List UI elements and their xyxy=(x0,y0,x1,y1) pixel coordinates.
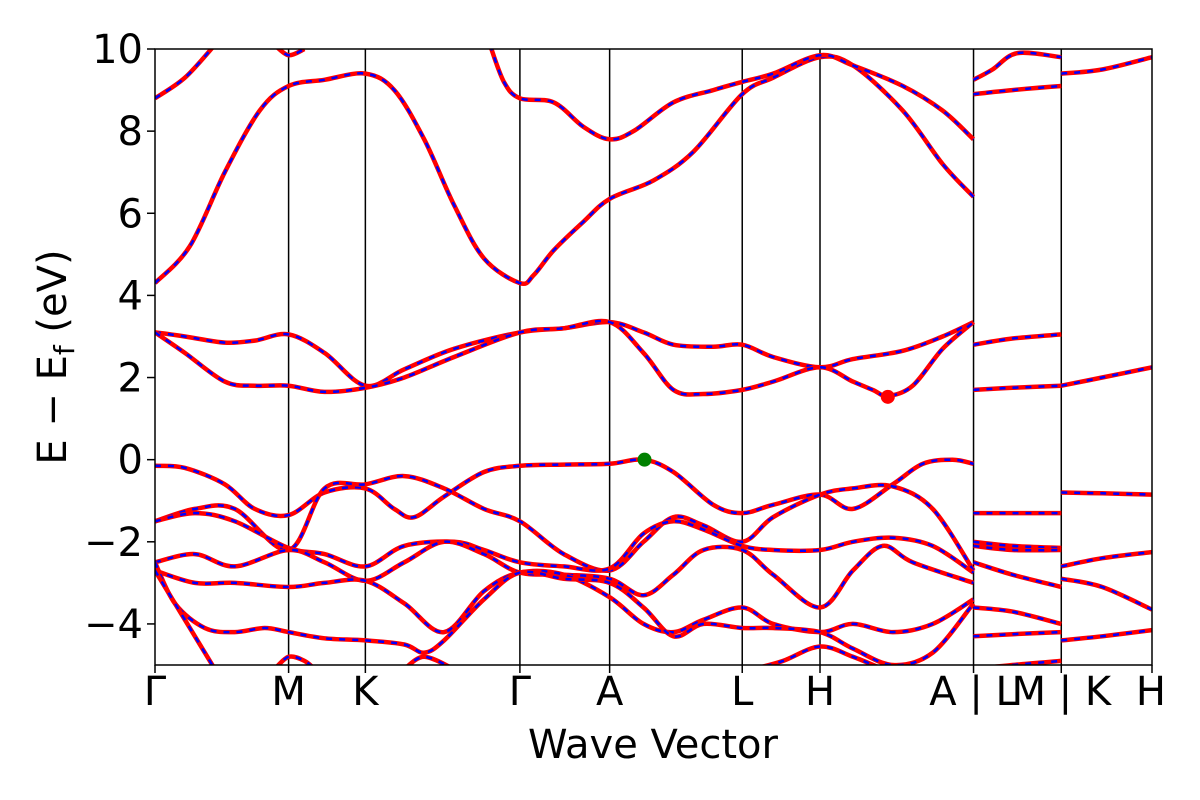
band-1 xyxy=(155,49,215,101)
y-tick-label: 4 xyxy=(118,273,143,319)
band-26 xyxy=(973,605,1062,627)
band-31 xyxy=(1060,576,1152,612)
band-32-overlay xyxy=(1061,628,1152,642)
plot-frame xyxy=(154,48,1153,666)
x-axis-label: Wave Vector xyxy=(528,722,779,768)
x-tick-label: H xyxy=(805,669,835,715)
band-12-overlay xyxy=(155,458,974,519)
cbm-marker xyxy=(880,389,895,404)
band-4 xyxy=(972,50,1062,82)
band-6-overlay xyxy=(1061,55,1152,75)
y-tick-label: 2 xyxy=(118,356,143,402)
band-19-overlay xyxy=(276,655,313,665)
band-9-overlay xyxy=(973,333,1062,346)
x-tick-label: Γ xyxy=(144,669,167,715)
band-10 xyxy=(973,383,1062,393)
kpoint-separators xyxy=(287,49,1063,665)
y-axis-label-unit: (eV) xyxy=(30,249,76,345)
x-tick-label: M | K xyxy=(1011,669,1112,715)
band-28 xyxy=(990,658,1062,665)
y-tick-label: −2 xyxy=(84,520,143,566)
y-tick-label: 10 xyxy=(92,27,143,73)
band-25-overlay xyxy=(973,561,1062,589)
band-23-overlay xyxy=(973,540,1062,550)
band-24-overlay xyxy=(973,544,1062,552)
y-axis-label: E − Ef (eV) xyxy=(30,249,81,464)
band-13-overlay xyxy=(155,474,975,572)
band-7-overlay xyxy=(155,320,975,388)
band-20 xyxy=(405,654,451,665)
band-14 xyxy=(155,510,975,575)
band-7 xyxy=(155,319,975,389)
band-26-overlay xyxy=(973,606,1062,626)
band-27 xyxy=(973,629,1062,639)
x-tick-label: H xyxy=(1136,669,1166,715)
y-axis-label-main: E − E xyxy=(30,355,76,465)
y-tick-label: 0 xyxy=(118,438,143,484)
band-3 xyxy=(489,49,976,142)
band-5-overlay xyxy=(973,84,1062,96)
x-tick-label: A xyxy=(596,669,624,715)
y-tick-label: 6 xyxy=(118,191,143,237)
band-18-overlay xyxy=(155,569,214,665)
band-21-overlay xyxy=(764,645,877,665)
band-17 xyxy=(155,561,976,665)
band-13 xyxy=(155,473,976,573)
band-15-overlay xyxy=(155,540,974,609)
x-tick-label: Γ xyxy=(509,669,532,715)
y-axis-ticks: −4 −2 0 2 4 6 8 10 xyxy=(84,27,155,648)
band-2-overlay xyxy=(277,49,306,57)
band-8-overlay xyxy=(155,319,975,398)
band-17-overlay xyxy=(155,561,975,665)
x-tick-label: M xyxy=(271,669,306,715)
extrema-markers xyxy=(637,389,895,467)
band-1-overlay xyxy=(155,49,213,100)
band-lines xyxy=(155,49,1152,665)
y-tick-label: 8 xyxy=(118,109,143,155)
band-0 xyxy=(155,54,976,286)
band-29-overlay xyxy=(1061,491,1152,496)
band-30-overlay xyxy=(1061,550,1152,568)
vbm-marker xyxy=(637,452,652,467)
x-tick-label: K xyxy=(352,669,380,715)
band-16 xyxy=(155,568,975,635)
band-0-overlay xyxy=(155,55,975,285)
band-3-overlay xyxy=(490,49,975,141)
y-tick-label: −4 xyxy=(84,602,143,648)
band-31-overlay xyxy=(1061,577,1152,611)
band-11-overlay xyxy=(1061,366,1152,387)
x-tick-label: A | L xyxy=(929,669,1018,715)
y-axis-label-subscript: f xyxy=(48,344,81,355)
x-tick-label: L xyxy=(731,669,754,715)
